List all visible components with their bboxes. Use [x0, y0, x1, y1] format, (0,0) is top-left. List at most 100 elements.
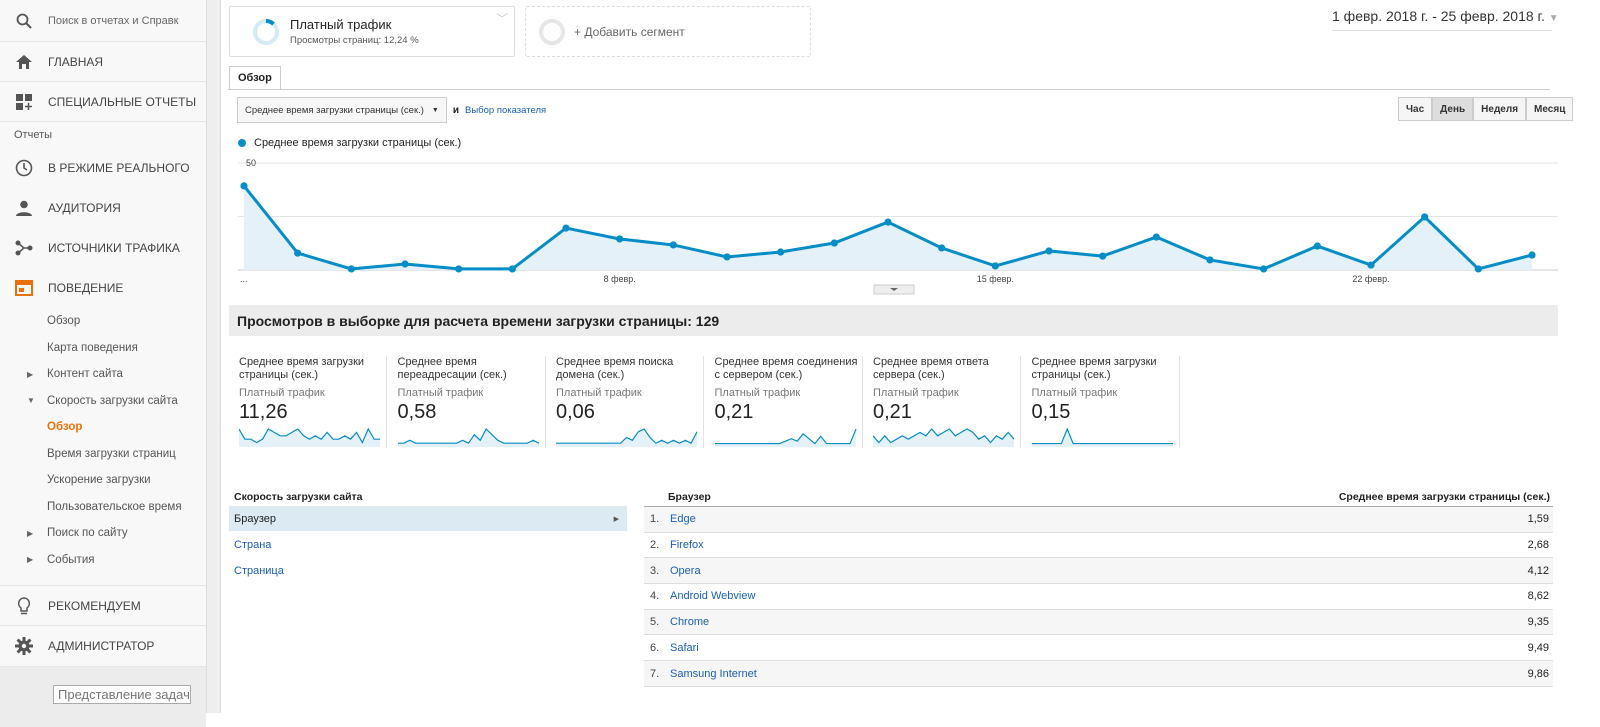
nav-site-content-label: Контент сайта — [47, 368, 123, 381]
nav-home[interactable]: ГЛАВНАЯ — [0, 42, 206, 82]
table-header: Браузер Среднее время загрузки страницы (… — [644, 491, 1553, 507]
legend-label: Среднее время загрузки страницы (сек.) — [254, 137, 462, 149]
sparkline — [556, 428, 698, 447]
metric-select-label: Среднее время загрузки страницы (сек.) — [245, 104, 424, 116]
browser-link[interactable]: Firefox — [670, 539, 704, 552]
data-point — [723, 253, 731, 261]
table-row: 1. Edge 1,59 — [644, 507, 1553, 533]
sidebar: Поиск в отчетах и Справк ГЛАВНАЯ СПЕЦИАЛ… — [0, 0, 207, 727]
data-point — [1099, 252, 1107, 260]
browser-link[interactable]: Opera — [670, 564, 701, 577]
row-index: 6. — [650, 641, 660, 654]
caret-right-icon: ▶ — [27, 528, 34, 538]
dashboard-plus-icon — [14, 92, 34, 112]
dimension-browser-label: Браузер — [234, 512, 276, 525]
granularity-week[interactable]: Неделя — [1473, 97, 1527, 121]
row-value: 8,62 — [1527, 590, 1549, 603]
nav-acquisition[interactable]: ИСТОЧНИКИ ТРАФИКА — [0, 228, 206, 268]
dimension-page[interactable]: Страница — [234, 565, 284, 577]
metric-card[interactable]: Среднее время поиска домена (сек.) Платны… — [546, 356, 704, 448]
search-input[interactable]: Поиск в отчетах и Справк — [48, 14, 179, 27]
nav-events[interactable]: ▶ События — [0, 547, 206, 574]
nav-audience-label: АУДИТОРИЯ — [48, 201, 121, 215]
x-tick-label: 8 февр. — [604, 274, 636, 284]
date-range-label: 1 февр. 2018 г. - 25 февр. 2018 г. — [1332, 8, 1545, 24]
data-point — [1421, 213, 1429, 221]
search-box[interactable]: Поиск в отчетах и Справк — [0, 0, 206, 42]
data-point — [884, 218, 892, 226]
browser-link[interactable]: Chrome — [670, 616, 710, 629]
nav-site-speed[interactable]: ▼ Скорость загрузки сайта — [0, 388, 206, 415]
search-icon — [14, 11, 34, 31]
row-value: 9,49 — [1527, 641, 1549, 654]
nav-behavior-label: ПОВЕДЕНИЕ — [48, 281, 124, 295]
nav-behavior-overview[interactable]: Обзор — [47, 315, 81, 328]
gear-icon — [14, 636, 34, 656]
nav-user-timings[interactable]: Пользовательское время — [47, 500, 182, 513]
granularity-month[interactable]: Месяц — [1526, 97, 1574, 121]
sparkline-line — [714, 428, 857, 445]
sidebar-scrollbar[interactable] — [207, 0, 221, 713]
metric-segment: Платный трафик — [714, 387, 801, 399]
col-load-time[interactable]: Среднее время загрузки страницы (сек.) — [1338, 491, 1550, 503]
granularity-day[interactable]: День — [1432, 97, 1474, 121]
metric-card[interactable]: Среднее время загрузки страницы (сек.) Пл… — [229, 356, 387, 448]
nav-custom-reports[interactable]: СПЕЦИАЛЬНЫЕ ОТЧЕТЫ — [0, 82, 206, 122]
row-value: 1,59 — [1527, 513, 1549, 526]
table-row: 6. Safari 9,49 — [644, 635, 1553, 662]
nav-events-label: События — [47, 553, 95, 566]
sparkline-line — [238, 427, 380, 444]
metric-card[interactable]: Среднее время переадресации (сек.) Платны… — [388, 356, 546, 448]
tab-overview[interactable]: Обзор — [229, 66, 281, 90]
dimension-browser[interactable]: Браузер ▶ — [229, 506, 627, 531]
metric-card[interactable]: Среднее время загрузки страницы (сек.) Пл… — [1022, 356, 1180, 448]
home-icon — [14, 52, 34, 72]
data-point — [1367, 261, 1375, 269]
sparkline — [1031, 427, 1173, 447]
nav-audience[interactable]: АУДИТОРИЯ — [0, 188, 206, 228]
browser-link[interactable]: Android Webview — [670, 590, 756, 603]
metric-card[interactable]: Среднее время ответа сервера (сек.) Платн… — [863, 356, 1021, 448]
metric-card[interactable]: Среднее время соединения с сервером (сек… — [705, 356, 863, 448]
nav-admin[interactable]: АДМИНИСТРАТОР — [0, 626, 206, 667]
table-row: 4. Android Webview 8,62 — [644, 584, 1553, 610]
nav-custom-reports-label: СПЕЦИАЛЬНЫЕ ОТЧЕТЫ — [48, 94, 197, 109]
nav-site-search[interactable]: ▶ Поиск по сайту — [0, 520, 206, 547]
add-segment-button[interactable]: + Добавить сегмент — [525, 6, 811, 57]
data-point — [562, 224, 570, 232]
caret-down-icon — [890, 288, 898, 291]
browser-link[interactable]: Samsung Internet — [670, 667, 757, 680]
data-point — [455, 265, 463, 273]
data-point — [347, 265, 355, 273]
row-index: 3. — [650, 564, 660, 577]
chevron-down-icon[interactable]: ﹀ — [495, 12, 508, 26]
browser-link[interactable]: Edge — [670, 513, 696, 526]
y-tick-label: 50 — [246, 158, 256, 168]
nav-speed-overview[interactable]: Обзор — [47, 421, 83, 434]
dimension-country[interactable]: Страна — [234, 539, 272, 551]
col-browser[interactable]: Браузер — [668, 491, 711, 503]
nav-site-content[interactable]: ▶ Контент сайта — [0, 361, 206, 388]
browser-link[interactable]: Safari — [670, 641, 699, 654]
segment-card[interactable]: Платный трафик Просмотры страниц: 12,24 … — [229, 6, 515, 57]
granularity-hour[interactable]: Час — [1398, 97, 1433, 121]
metric-name: Среднее время соединения с сервером (сек… — [714, 356, 858, 381]
date-range-picker[interactable]: 1 февр. 2018 г. - 25 февр. 2018 г. ▼ — [1332, 8, 1559, 31]
table-row: 5. Chrome 9,35 — [644, 609, 1553, 636]
metric-value: 0,21 — [714, 401, 754, 423]
nav-behavior-flow[interactable]: Карта поведения — [47, 341, 138, 354]
data-point — [1260, 265, 1268, 273]
sparkline-line — [872, 428, 1015, 444]
data-point — [240, 182, 248, 190]
nav-behavior[interactable]: ПОВЕДЕНИЕ — [0, 268, 206, 308]
sparkline — [397, 428, 539, 447]
sparkline — [238, 427, 380, 447]
nav-speed-suggestions[interactable]: Ускорение загрузки — [47, 474, 151, 487]
acquisition-icon — [14, 238, 34, 258]
nav-discover[interactable]: РЕКОМЕНДУЕМ — [0, 585, 206, 626]
nav-realtime[interactable]: В РЕЖИМЕ РЕАЛЬНОГО — [0, 148, 206, 188]
choose-metric-link[interactable]: Выбор показателя — [465, 104, 547, 116]
data-point — [938, 244, 946, 252]
nav-page-timings[interactable]: Время загрузки страниц — [47, 447, 176, 460]
metric-select[interactable]: Среднее время загрузки страницы (сек.) ▼ — [237, 97, 447, 123]
